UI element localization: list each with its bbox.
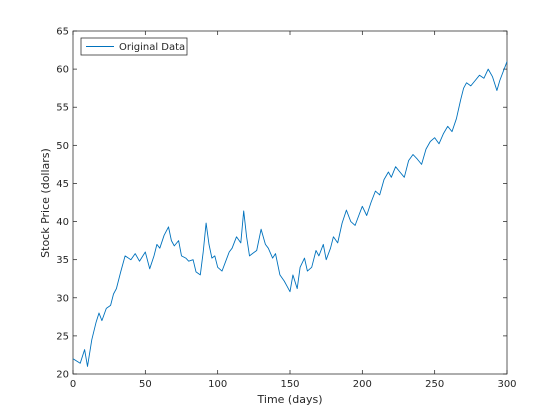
y-tick-label: 25	[56, 331, 69, 342]
x-tick-label: 250	[425, 379, 444, 390]
x-tick-label: 150	[280, 379, 299, 390]
y-tick-label: 65	[56, 27, 69, 38]
legend: Original Data	[80, 37, 188, 56]
x-axis: 0 50 100 150 200 250 300	[70, 31, 517, 390]
y-tick-label: 45	[56, 179, 69, 190]
y-tick-label: 40	[56, 217, 69, 228]
y-tick-label: 20	[56, 370, 69, 381]
x-axis-label: Time (days)	[257, 393, 323, 406]
y-tick-label: 30	[56, 293, 69, 304]
y-tick-label: 35	[56, 255, 69, 266]
y-axis-label: Stock Price (dollars)	[39, 148, 52, 258]
x-tick-label: 0	[70, 379, 76, 390]
y-tick-label: 50	[56, 141, 69, 152]
y-tick-label: 60	[56, 65, 69, 76]
y-tick-label: 55	[56, 103, 69, 114]
x-tick-label: 300	[497, 379, 516, 390]
legend-box	[80, 37, 188, 56]
plot-area	[72, 30, 508, 375]
x-tick-label: 200	[353, 379, 372, 390]
legend-entry-label: Original Data	[119, 42, 185, 53]
series-layer	[72, 61, 508, 367]
x-tick-label: 100	[208, 379, 227, 390]
x-tick-label: 50	[139, 379, 152, 390]
y-axis: 20 25 30 35 40 45 50 55 60 65	[56, 27, 507, 381]
series-line-0	[72, 61, 508, 367]
